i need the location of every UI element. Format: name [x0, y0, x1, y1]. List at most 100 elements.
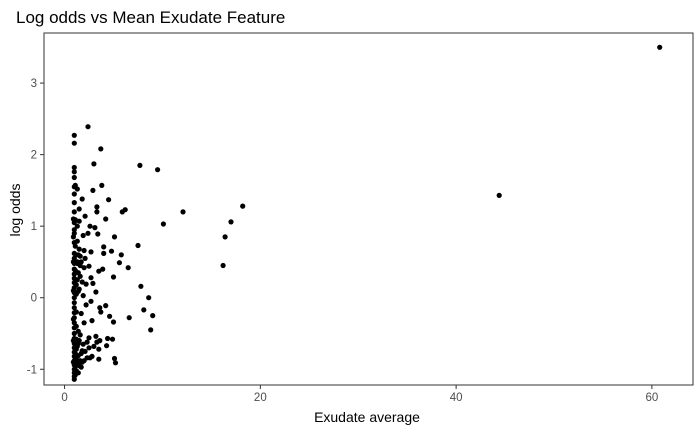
data-point [109, 336, 116, 342]
data-point [92, 225, 98, 231]
data-point [87, 223, 93, 229]
x-tick-label: 20 [254, 392, 267, 404]
data-point [80, 293, 86, 299]
x-axis-label: Exudate average [314, 409, 420, 425]
data-point [71, 305, 77, 311]
data-point [86, 263, 92, 269]
data-point [146, 295, 152, 301]
data-point [96, 268, 102, 274]
data-point [94, 204, 100, 210]
data-point [79, 196, 85, 202]
data-point [100, 266, 106, 272]
x-axis: 0 20 40 60 [61, 385, 658, 404]
data-point [78, 350, 84, 357]
data-point [90, 280, 96, 286]
data-point [76, 338, 82, 344]
data-point [76, 286, 82, 292]
data-point [73, 282, 79, 288]
data-point [106, 197, 112, 203]
data-point [228, 219, 234, 225]
data-point [71, 132, 77, 138]
data-point [70, 259, 76, 265]
data-point [88, 298, 94, 304]
data-point [81, 247, 87, 254]
plot-panel [43, 32, 694, 386]
data-point [96, 356, 102, 362]
data-point [77, 332, 83, 338]
data-point [111, 234, 118, 240]
data-point [79, 359, 85, 365]
data-point [135, 242, 141, 249]
y-axis: -1 0 1 2 3 [27, 78, 44, 376]
data-point [98, 309, 104, 315]
data-point [82, 348, 88, 354]
data-point [81, 265, 87, 271]
data-point [81, 320, 87, 326]
data-point [85, 124, 91, 130]
data-point [73, 323, 79, 329]
data-point [96, 346, 102, 352]
data-point [94, 339, 100, 345]
y-tick-label: 3 [31, 78, 37, 90]
data-point [222, 234, 228, 240]
data-point [82, 213, 88, 219]
x-tick-label: 60 [645, 392, 658, 404]
data-point [141, 307, 147, 313]
data-point [180, 209, 186, 215]
data-point [110, 319, 117, 325]
data-point [78, 310, 84, 317]
data-point [71, 227, 77, 233]
y-tick-label: 2 [31, 150, 37, 162]
data-point [74, 259, 80, 265]
data-point [71, 310, 77, 316]
data-point [496, 192, 502, 198]
data-point [155, 167, 161, 173]
data-point [70, 338, 76, 344]
data-point [91, 161, 97, 167]
data-point [71, 140, 77, 146]
data-point [150, 313, 156, 319]
data-point [125, 265, 131, 271]
data-point [80, 341, 86, 347]
data-point [76, 246, 82, 252]
data-point [138, 283, 144, 289]
y-tick-label: 0 [31, 293, 37, 305]
data-point [71, 266, 77, 272]
data-point [71, 376, 77, 382]
data-point [70, 288, 76, 294]
chart-title: Log odds vs Mean Exudate Feature [16, 8, 285, 27]
data-point [71, 191, 77, 197]
data-point [85, 230, 91, 236]
data-point [89, 318, 95, 324]
data-point [71, 240, 77, 246]
data-point [88, 249, 94, 255]
data-point [98, 146, 104, 152]
data-point [105, 335, 111, 342]
data-points [70, 44, 663, 382]
data-point [70, 234, 76, 240]
data-point [107, 313, 113, 319]
data-point [76, 218, 82, 224]
data-point [116, 260, 122, 266]
data-point [87, 355, 93, 361]
data-point [88, 275, 94, 281]
data-point [101, 250, 107, 256]
data-point [101, 244, 107, 250]
data-point [103, 216, 109, 222]
data-point [71, 271, 77, 277]
data-point [108, 248, 115, 254]
data-point [71, 174, 77, 181]
data-point [71, 209, 77, 215]
data-point [71, 184, 77, 190]
data-point [112, 360, 119, 366]
data-point [86, 345, 92, 351]
data-point [118, 252, 124, 258]
y-tick-label: 1 [31, 221, 37, 233]
x-tick-label: 40 [450, 392, 463, 404]
data-point [75, 270, 81, 276]
data-point [70, 316, 76, 322]
data-point [83, 281, 89, 287]
data-point [70, 359, 76, 365]
x-tick-label: 0 [61, 392, 67, 404]
data-point [71, 164, 77, 171]
